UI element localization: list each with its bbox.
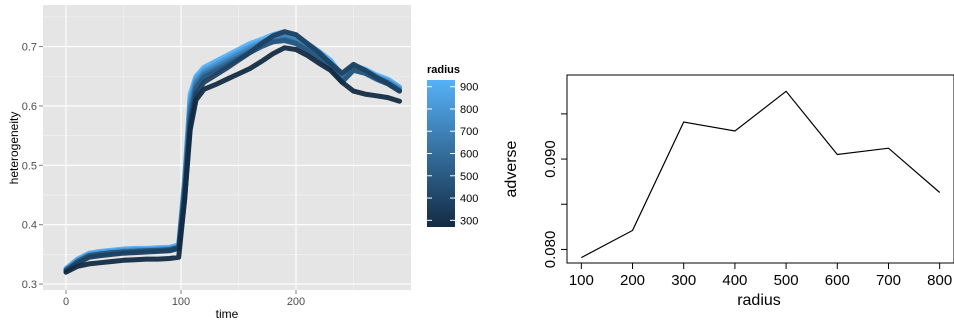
x-tick-label: 200 [287, 296, 305, 308]
x-tick-label: 500 [774, 272, 799, 289]
x-axis-label: radius [737, 292, 781, 309]
series-lines [63, 29, 402, 275]
legend-label: 500 [460, 171, 478, 183]
x-tick-label: 400 [722, 272, 747, 289]
y-tick-label: 0.3 [22, 279, 37, 291]
x-tick-label: 700 [876, 272, 901, 289]
x-tick-label: 600 [825, 272, 850, 289]
series-line-radius-400 [63, 29, 402, 274]
legend-label: 600 [460, 149, 478, 161]
y-axis: 0.080 0.090 [542, 113, 568, 269]
y-tick-label: 0.090 [542, 140, 559, 178]
legend-label: 700 [460, 126, 478, 138]
legend-label: 300 [460, 215, 478, 227]
adverse-panel: 100 200 300 400 500 600 700 800 0.080 0.090 radi… [503, 74, 954, 309]
x-tick-label: 100 [172, 296, 190, 308]
plot-background [43, 5, 411, 290]
y-tick-label: 0.080 [542, 231, 559, 269]
legend: radius 900 800 700 600 500 400 300 [427, 64, 478, 227]
legend-labels: 900 800 700 600 500 400 300 [427, 82, 478, 227]
legend-label: 800 [460, 104, 478, 116]
x-axis-label: time [216, 307, 239, 321]
legend-label: 900 [460, 82, 478, 94]
y-axis-label: adverse [503, 140, 520, 197]
series-line-radius-300 [63, 45, 402, 275]
x-tick-label: 300 [671, 272, 696, 289]
x-tick-label: 0 [63, 296, 69, 308]
x-tick-labels: 0 100 200 [63, 290, 305, 308]
x-tick-label: 100 [569, 272, 594, 289]
y-tick-label: 0.5 [22, 160, 37, 172]
adverse-line [581, 90, 941, 259]
legend-title: radius [427, 64, 460, 76]
y-tick-label: 0.4 [22, 220, 37, 232]
x-axis: 100 200 300 400 500 600 700 800 [569, 262, 952, 289]
y-tick-label: 0.7 [22, 42, 37, 54]
y-tick-labels: 0.3 0.4 0.5 0.6 0.7 [22, 42, 43, 291]
x-tick-label: 200 [620, 272, 645, 289]
y-tick-label: 0.6 [22, 101, 37, 113]
x-tick-label: 800 [927, 272, 952, 289]
legend-label: 400 [460, 193, 478, 205]
y-axis-label: heterogeneity [7, 112, 21, 185]
heterogeneity-panel: 0 100 200 0.3 0.4 0.5 0.6 0.7 time heterogenei… [7, 5, 478, 321]
